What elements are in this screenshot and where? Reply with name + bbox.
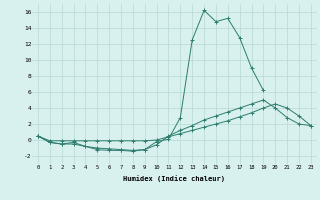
X-axis label: Humidex (Indice chaleur): Humidex (Indice chaleur) — [124, 175, 225, 182]
